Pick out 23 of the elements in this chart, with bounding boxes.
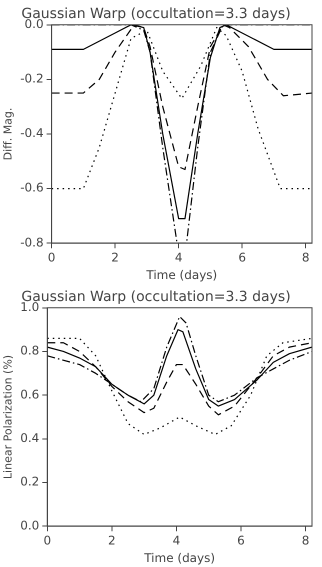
x-axis-title: Time (days) <box>143 550 216 565</box>
y-axis-title: Diff. Mag. <box>1 108 14 160</box>
x-axis-title: Time (days) <box>145 268 218 282</box>
x-tick-label: 6 <box>238 250 246 265</box>
y-tick-label: -0.8 <box>20 235 44 250</box>
x-tick-label: 8 <box>302 534 310 548</box>
y-tick-label: -0.4 <box>20 126 44 140</box>
y-tick-label: 0.2 <box>20 474 40 489</box>
x-tick-label: 2 <box>111 250 119 265</box>
y-tick-label: 0.6 <box>20 387 40 402</box>
x-tick-label: 0 <box>48 250 56 265</box>
x-tick-label: 4 <box>174 250 182 265</box>
y-tick-label: 0.4 <box>20 430 40 445</box>
x-tick-label: 8 <box>302 250 310 265</box>
x-tick-label: 0 <box>43 534 52 548</box>
x-tick-label: 6 <box>237 534 245 548</box>
y-tick-label: 0.0 <box>20 518 40 532</box>
x-tick-label: 4 <box>172 534 180 548</box>
y-tick-label: 0.8 <box>20 344 40 358</box>
y-axis-title: Linear Polarization (%) <box>1 354 14 480</box>
y-tick-label: -0.2 <box>20 72 44 86</box>
y-tick-label: -0.6 <box>20 180 44 195</box>
x-tick-label: 2 <box>108 534 116 548</box>
